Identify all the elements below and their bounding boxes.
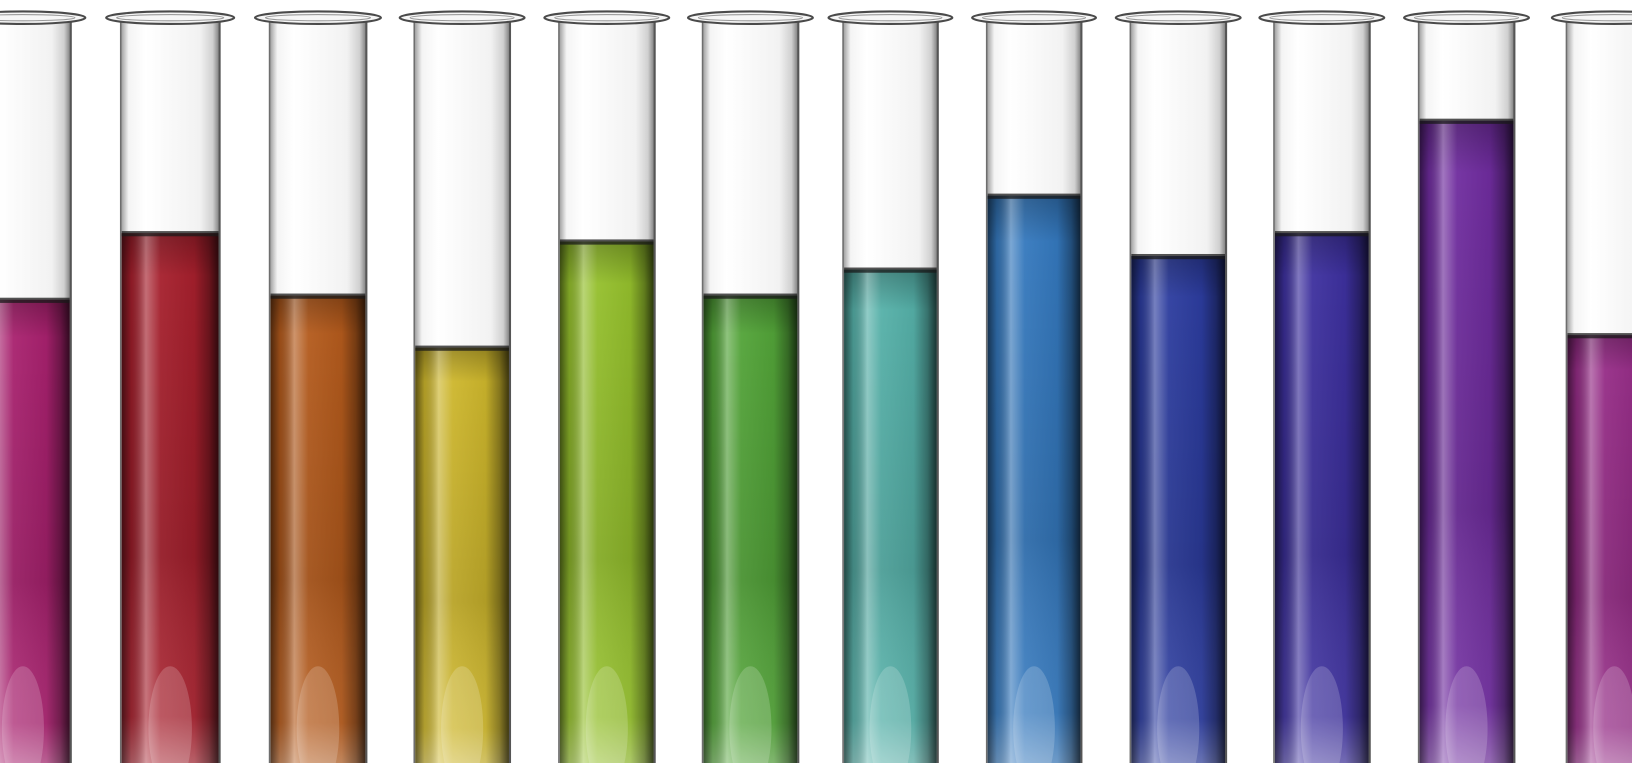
liquid-shine: [0, 299, 70, 763]
test-tube: [1550, 10, 1632, 763]
tube-bottom-glow: [296, 666, 340, 763]
tube-rim: [971, 10, 1098, 25]
meniscus: [844, 267, 937, 273]
tube-rim-inner: [0, 14, 76, 22]
tube-rim-inner: [982, 14, 1087, 22]
test-tube: [1403, 10, 1530, 763]
test-tube: [1258, 10, 1386, 763]
meniscus: [703, 293, 798, 299]
liquid-shine: [1131, 256, 1226, 763]
liquid-shine: [121, 233, 219, 763]
liquid-shine: [1419, 120, 1514, 763]
test-tube: [686, 10, 814, 763]
tube-rim-inner: [116, 14, 225, 22]
meniscus: [1419, 118, 1514, 124]
tube-rim: [105, 10, 236, 25]
tube-rim-inner: [264, 14, 372, 22]
meniscus: [270, 293, 366, 299]
tube-bottom-glow: [1300, 666, 1343, 763]
tube-rim: [1550, 10, 1632, 25]
liquid-shine: [1567, 335, 1632, 763]
tube-rim: [827, 10, 954, 25]
tube-rim: [686, 10, 814, 25]
tube-rim: [398, 10, 526, 25]
liquid-shine: [559, 241, 654, 763]
tube-rim-inner: [1561, 14, 1632, 22]
liquid-shine: [987, 195, 1081, 763]
meniscus: [415, 345, 509, 351]
tube-rim-inner: [554, 14, 660, 22]
tube-bottom-glow: [585, 666, 628, 763]
test-tube: [0, 10, 87, 763]
tube-rim: [1403, 10, 1530, 25]
meniscus: [987, 193, 1081, 199]
tube-bottom-glow: [1593, 666, 1632, 763]
tube-row: [0, 10, 1632, 763]
tube-bottom-glow: [148, 666, 192, 763]
meniscus: [1275, 231, 1369, 237]
meniscus: [559, 239, 654, 245]
tube-bottom-glow: [441, 666, 484, 763]
tube-bottom-glow: [729, 666, 772, 763]
liquid-shine: [1275, 233, 1369, 763]
meniscus: [1567, 333, 1632, 339]
tube-rim: [1258, 10, 1386, 25]
meniscus: [0, 297, 70, 303]
tube-rim-inner: [1125, 14, 1231, 22]
test-tube: [1114, 10, 1242, 763]
liquid-shine: [270, 295, 366, 763]
tube-rim: [0, 10, 87, 25]
tube-rim-inner: [838, 14, 943, 22]
tube-bottom-glow: [1013, 666, 1055, 763]
tube-rim: [253, 10, 382, 25]
test-tube: [105, 10, 236, 763]
test-tube: [398, 10, 526, 763]
liquid-shine: [415, 347, 509, 763]
tube-bottom-glow: [1157, 666, 1200, 763]
test-tube: [827, 10, 954, 763]
meniscus: [1131, 253, 1226, 260]
tube-rim: [1114, 10, 1242, 25]
meniscus: [121, 231, 219, 237]
tube-bottom-glow: [1, 666, 44, 763]
tube-rim-inner: [409, 14, 515, 22]
test-tube: [253, 10, 382, 763]
tube-bottom-glow: [1445, 666, 1488, 763]
tube-rim: [543, 10, 671, 25]
tube-rim-inner: [1269, 14, 1375, 22]
tube-bottom-glow: [869, 666, 912, 763]
liquid-shine: [703, 295, 798, 763]
tube-rim-inner: [697, 14, 803, 22]
liquid-shine: [844, 269, 937, 763]
test-tube: [543, 10, 671, 763]
test-tube: [971, 10, 1098, 763]
tube-rim-inner: [1413, 14, 1520, 22]
